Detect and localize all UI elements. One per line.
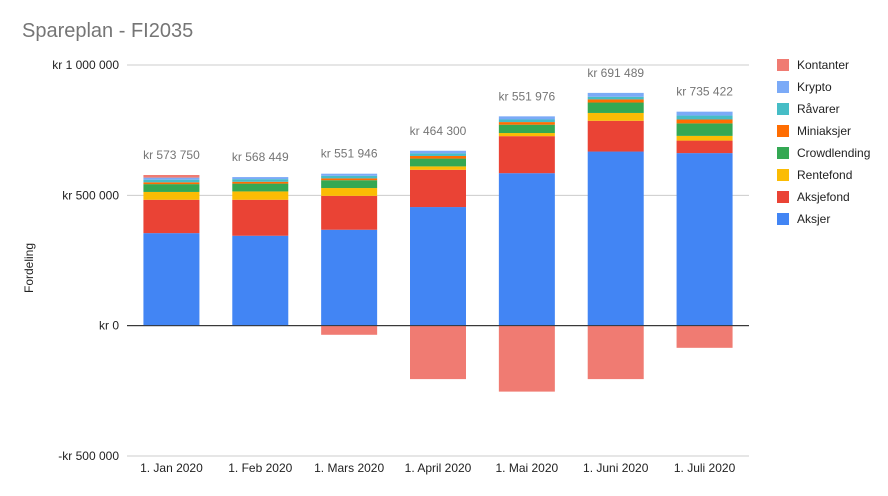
bar-miniaksjer-1 — [232, 181, 289, 184]
bar-r-varer-0 — [143, 179, 200, 183]
y-tick-label: kr 0 — [99, 319, 119, 333]
bar-crowdlending-0 — [143, 184, 200, 192]
bar-miniaksjer-0 — [143, 182, 200, 185]
y-tick-labels: kr 1 000 000 kr 500 000 kr 0 -kr 500 000 — [52, 58, 119, 463]
legend-swatch — [777, 59, 789, 71]
bar-r-varer-6 — [676, 115, 733, 120]
legend-label: Miniaksjer — [797, 124, 851, 138]
legend-label: Krypto — [797, 80, 832, 94]
bar-miniaksjer-3 — [410, 155, 466, 159]
x-tick-label: 1. Juni 2020 — [583, 461, 649, 475]
y-tick-label: kr 1 000 000 — [52, 58, 119, 72]
x-tick-label: 1. Mars 2020 — [314, 461, 384, 475]
x-tick-label: 1. Juli 2020 — [674, 461, 736, 475]
legend-swatch — [777, 147, 789, 159]
total-label: kr 573 750 — [143, 148, 200, 162]
bar-r-varer-2 — [321, 175, 378, 179]
x-tick-labels: 1. Jan 2020 1. Feb 2020 1. Mars 2020 1. Apr… — [140, 461, 736, 475]
bar-miniaksjer-4 — [498, 122, 555, 125]
bar-kontanter-5 — [587, 325, 644, 380]
bar-miniaksjer-5 — [587, 99, 644, 103]
x-tick-label: 1. Jan 2020 — [140, 461, 203, 475]
total-label: kr 551 976 — [498, 89, 555, 103]
bar-r-varer-1 — [232, 179, 289, 182]
bar-kontanter-0 — [143, 175, 200, 178]
chart-title: Spareplan - FI2035 — [22, 20, 194, 42]
legend-swatch — [777, 103, 789, 115]
x-tick-label: 1. April 2020 — [405, 461, 472, 475]
total-label: kr 464 300 — [410, 124, 467, 138]
bar-crowdlending-6 — [676, 123, 733, 136]
bar-aksjefond-0 — [143, 199, 200, 234]
bar-r-varer-3 — [410, 153, 466, 156]
legend-swatch — [777, 169, 789, 181]
legend-swatch — [777, 81, 789, 93]
bar-krypto-1 — [232, 177, 289, 180]
bars — [127, 92, 749, 392]
bar-r-varer-4 — [498, 119, 555, 123]
bar-krypto-6 — [676, 111, 733, 116]
legend-swatch — [777, 125, 789, 137]
bar-kontanter-4 — [498, 325, 555, 392]
bar-crowdlending-1 — [232, 183, 289, 192]
bar-aksjefond-2 — [321, 195, 378, 230]
bar-krypto-4 — [498, 116, 555, 120]
y-tick-label: -kr 500 000 — [58, 449, 119, 463]
bar-aksjer-3 — [410, 207, 466, 326]
bar-aksjefond-4 — [498, 136, 555, 174]
bar-rentefond-4 — [498, 133, 555, 137]
bar-miniaksjer-2 — [321, 178, 378, 181]
bar-aksjer-4 — [498, 173, 555, 326]
bar-rentefond-6 — [676, 135, 733, 141]
bar-aksjefond-5 — [587, 120, 644, 152]
x-tick-label: 1. Feb 2020 — [228, 461, 292, 475]
bar-krypto-2 — [321, 173, 378, 176]
bar-aksjer-0 — [143, 233, 200, 326]
bar-rentefond-2 — [321, 188, 378, 196]
bar-crowdlending-2 — [321, 180, 378, 189]
bar-aksjer-5 — [587, 151, 644, 326]
bar-kontanter-6 — [676, 325, 733, 348]
bar-rentefond-3 — [410, 166, 466, 170]
total-label: kr 551 946 — [321, 147, 378, 161]
legend-label: Aksjer — [797, 212, 830, 226]
bar-aksjer-2 — [321, 229, 378, 326]
bar-crowdlending-5 — [587, 102, 644, 113]
total-label: kr 735 422 — [676, 85, 733, 99]
bar-rentefond-1 — [232, 191, 289, 200]
total-label: kr 568 449 — [232, 150, 289, 164]
legend-swatch — [777, 191, 789, 203]
bar-rentefond-0 — [143, 191, 200, 200]
bar-r-varer-5 — [587, 96, 644, 100]
bar-rentefond-5 — [587, 112, 644, 121]
legend-label: Råvarer — [797, 102, 840, 116]
legend-label: Kontanter — [797, 58, 849, 72]
bar-crowdlending-3 — [410, 158, 466, 167]
bar-aksjer-1 — [232, 235, 289, 326]
bar-krypto-3 — [410, 150, 466, 154]
legend-label: Rentefond — [797, 168, 852, 182]
bar-aksjefond-6 — [676, 140, 733, 154]
legend: Kontanter Krypto Råvarer Miniaksjer Crowdlen… — [777, 58, 870, 226]
y-tick-label: kr 500 000 — [62, 188, 119, 202]
bar-crowdlending-4 — [498, 124, 555, 134]
bar-kontanter-2 — [321, 325, 378, 335]
bar-aksjefond-1 — [232, 199, 289, 236]
bar-kontanter-3 — [410, 325, 466, 380]
bar-aksjer-6 — [676, 153, 733, 326]
legend-label: Aksjefond — [797, 190, 850, 204]
bar-krypto-5 — [587, 92, 644, 97]
total-labels: kr 573 750 kr 568 449 kr 551 946 kr 464 300… — [143, 66, 733, 164]
y-axis-label: Fordeling — [22, 243, 36, 293]
legend-swatch — [777, 213, 789, 225]
bar-miniaksjer-6 — [676, 119, 733, 124]
bar-krypto-0 — [143, 177, 200, 180]
total-label: kr 691 489 — [587, 66, 644, 80]
bar-aksjefond-3 — [410, 169, 466, 208]
x-tick-label: 1. Mai 2020 — [495, 461, 558, 475]
legend-label: Crowdlending — [797, 146, 870, 160]
